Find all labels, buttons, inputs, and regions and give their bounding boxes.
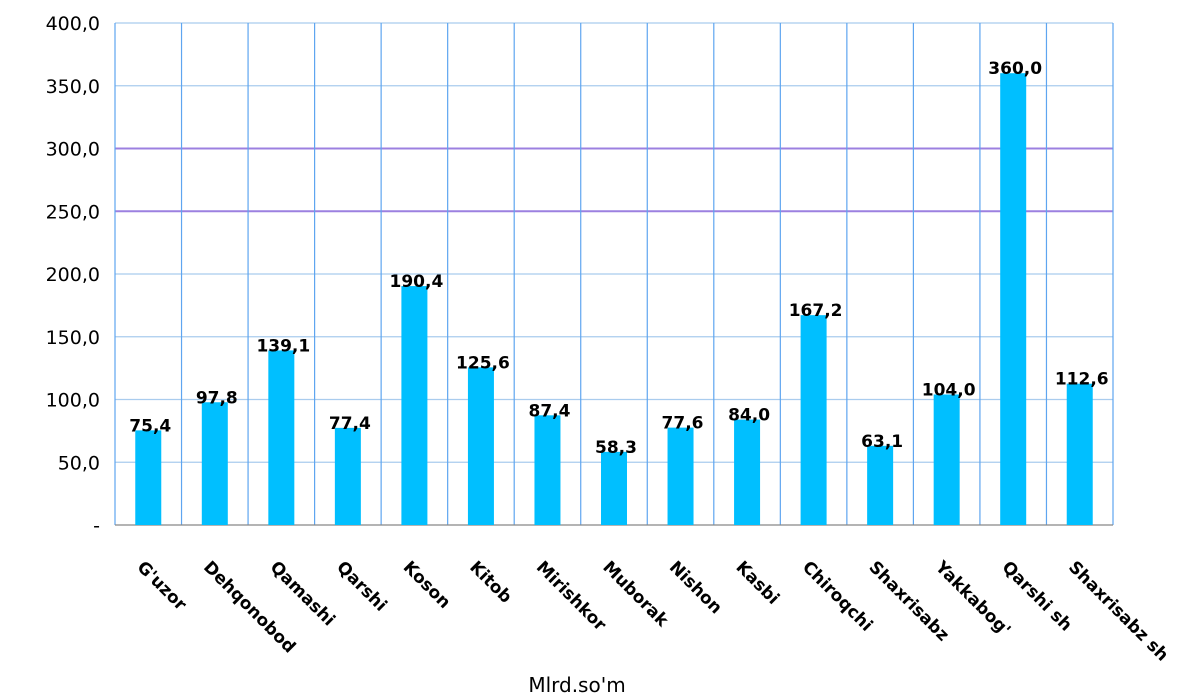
- bar: [1066, 383, 1093, 525]
- x-tick-label: Qarshi: [332, 557, 390, 615]
- data-label: 167,2: [789, 301, 843, 321]
- bar: [401, 286, 428, 525]
- data-label: 190,4: [390, 272, 444, 292]
- y-tick-label: 200,0: [46, 264, 100, 286]
- x-tick-label: Shaxrisabz sh: [1064, 557, 1172, 665]
- bar: [800, 315, 827, 525]
- x-tick-label: Koson: [399, 557, 454, 612]
- x-tick-label: Chiroqchi: [798, 557, 876, 635]
- data-label: 58,3: [595, 438, 637, 458]
- y-tick-label: 150,0: [46, 327, 100, 349]
- y-tick-label: 350,0: [46, 76, 100, 98]
- bar: [734, 419, 761, 525]
- bar: [201, 402, 228, 525]
- data-label: 139,1: [256, 336, 310, 356]
- bar: [601, 451, 627, 525]
- data-label: 84,0: [728, 406, 770, 426]
- x-tick-label: Nishon: [665, 557, 726, 618]
- bar: [534, 415, 561, 525]
- y-tick-label: -: [93, 515, 100, 537]
- x-axis-title: Mlrd.so'm: [528, 673, 625, 697]
- data-label: 77,6: [662, 414, 704, 434]
- bar: [667, 427, 694, 525]
- bar: [1000, 73, 1027, 525]
- data-label: 97,8: [196, 388, 238, 408]
- bar: [933, 394, 960, 525]
- y-tick-label: 50,0: [58, 452, 100, 474]
- data-label: 112,6: [1055, 370, 1109, 390]
- x-tick-label: G'uzor: [133, 557, 191, 615]
- bar: [867, 445, 894, 525]
- x-tick-label: Mirishkor: [532, 557, 610, 635]
- data-label: 125,6: [456, 353, 510, 373]
- y-tick-label: 250,0: [46, 201, 100, 223]
- y-tick-label: 100,0: [46, 390, 100, 412]
- data-label: 87,4: [528, 401, 570, 421]
- data-label: 360,0: [988, 59, 1042, 79]
- y-tick-label: 400,0: [46, 13, 100, 35]
- x-tick-label: Kasbi: [732, 557, 783, 608]
- bar: [467, 367, 494, 525]
- data-label: 75,4: [129, 416, 171, 436]
- x-tick-label: Kitob: [465, 557, 515, 607]
- bar: [268, 350, 295, 525]
- bar: [135, 430, 162, 525]
- data-label: 77,4: [329, 414, 371, 434]
- bar: [334, 427, 361, 525]
- y-tick-label: 300,0: [46, 139, 100, 161]
- data-label: 104,0: [922, 380, 976, 400]
- data-label: 63,1: [861, 432, 903, 452]
